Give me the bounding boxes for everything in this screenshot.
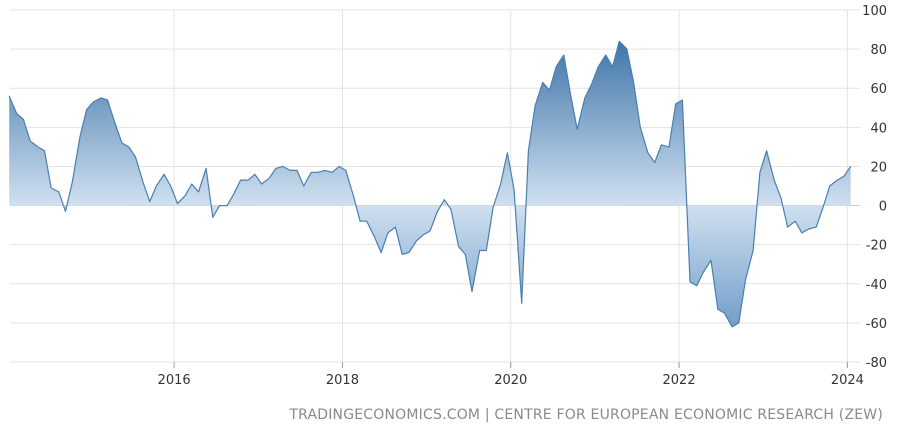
y-tick-label: -40 xyxy=(866,278,887,293)
y-tick-label: 80 xyxy=(870,43,887,58)
y-tick-label: -80 xyxy=(866,356,887,371)
source-note: TRADINGECONOMICS.COM | CENTRE FOR EUROPE… xyxy=(288,407,883,423)
area-fill-positive xyxy=(9,41,851,206)
x-tick-label: 2022 xyxy=(663,373,696,388)
y-tick-label: -60 xyxy=(866,317,887,332)
y-tick-label: 40 xyxy=(870,121,887,136)
y-axis: 100 80 60 40 20 0 -20 -40 -60 -80 xyxy=(862,4,887,371)
area-fill-negative xyxy=(63,206,824,327)
y-tick-label: 20 xyxy=(870,160,887,175)
series-line xyxy=(8,40,852,328)
y-tick-label: 0 xyxy=(879,200,887,215)
series-area xyxy=(8,40,852,328)
y-tick-label: 100 xyxy=(862,4,887,19)
y-tick-label: 60 xyxy=(870,82,887,97)
x-axis: 2016 2018 2020 2022 2024 xyxy=(158,362,864,388)
x-tick-label: 2018 xyxy=(326,373,359,388)
x-tick-label: 2020 xyxy=(494,373,527,388)
x-tick-label: 2016 xyxy=(158,373,191,388)
x-tick-label: 2024 xyxy=(831,373,864,388)
y-tick-label: -20 xyxy=(866,239,887,254)
